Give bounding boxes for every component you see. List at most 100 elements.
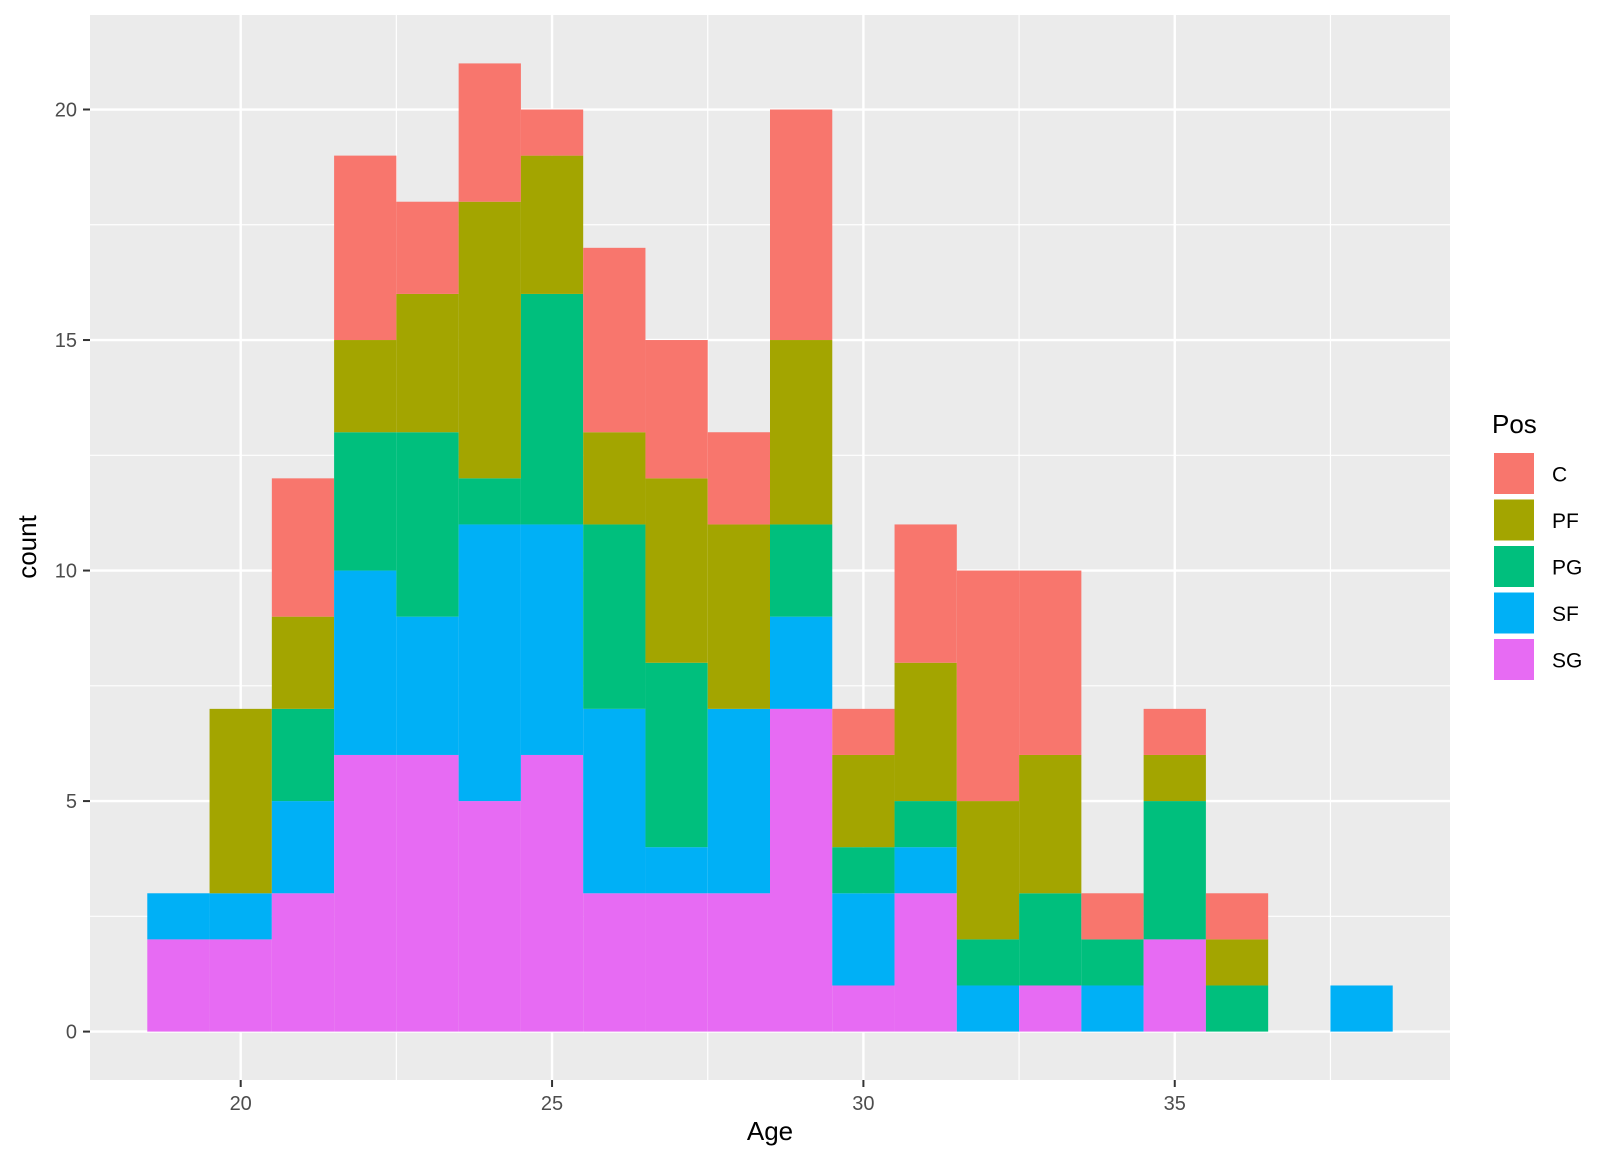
y-tick-label: 20	[55, 100, 77, 122]
bar-sg-age-24	[458, 801, 521, 1032]
legend-key-sg	[1492, 637, 1536, 682]
bar-sg-age-20	[209, 939, 272, 1032]
legend-label-pf: PF	[1552, 510, 1579, 533]
bar-pf-age-26	[583, 432, 646, 525]
bar-pf-age-33	[1019, 754, 1082, 894]
bar-c-age-29	[770, 109, 833, 341]
x-tick-label: 25	[541, 1093, 563, 1115]
y-tick-label: 10	[55, 561, 77, 583]
x-axis: 20 25 30 35	[230, 1080, 1186, 1115]
bar-pg-age-23	[396, 432, 459, 617]
legend-title: Pos	[1492, 409, 1537, 439]
bar-sf-age-30	[832, 893, 895, 986]
bar-c-age-33	[1019, 570, 1082, 755]
y-tick-label: 15	[55, 330, 77, 352]
bar-sg-age-23	[396, 754, 459, 1032]
legend-key-sf	[1492, 590, 1536, 636]
y-axis: 0 5 10 15 20	[55, 100, 90, 1044]
bar-sg-age-33	[1019, 985, 1082, 1032]
bar-pf-age-22	[334, 340, 397, 433]
bar-sg-age-19	[147, 939, 210, 1032]
bar-pg-age-24	[458, 478, 521, 525]
legend: Pos C PF PG SF SG	[1492, 409, 1582, 682]
y-tick-label: 0	[66, 1022, 77, 1044]
bar-pg-age-26	[583, 524, 646, 709]
bar-pf-age-27	[645, 478, 708, 663]
bar-c-age-32	[956, 570, 1020, 802]
bar-c-age-36	[1205, 893, 1269, 940]
bar-pf-age-28	[707, 524, 770, 709]
bar-pg-age-25	[520, 293, 584, 525]
legend-key-pf	[1492, 497, 1536, 543]
bar-c-age-30	[832, 708, 895, 755]
legend-key-pg	[1492, 544, 1536, 589]
x-tick-label: 35	[1164, 1093, 1186, 1115]
bar-c-age-28	[707, 432, 770, 525]
bar-sg-age-22	[334, 754, 397, 1032]
bar-sf-age-23	[396, 616, 459, 755]
bar-pf-age-35	[1143, 754, 1206, 802]
bar-pg-age-31	[894, 801, 957, 848]
x-tick-label: 30	[852, 1093, 874, 1115]
bar-c-age-26	[583, 247, 646, 433]
x-axis-title: Age	[747, 1116, 793, 1146]
bar-sf-age-28	[707, 708, 770, 894]
bar-pf-age-32	[956, 801, 1020, 940]
bar-pg-age-22	[334, 432, 397, 571]
x-tick-label: 20	[230, 1093, 252, 1115]
bar-pf-age-21	[271, 616, 335, 709]
bar-sf-age-32	[956, 985, 1020, 1032]
bar-sf-age-20	[209, 893, 272, 940]
bar-sf-age-26	[583, 708, 646, 894]
bar-pf-age-29	[770, 340, 833, 525]
bar-sg-age-26	[583, 893, 646, 1032]
bar-c-age-35	[1143, 708, 1206, 755]
bar-pg-age-29	[770, 524, 833, 617]
bar-c-age-27	[645, 340, 708, 479]
bar-sg-age-29	[770, 708, 833, 1032]
bar-pg-age-34	[1081, 939, 1144, 986]
bar-pf-age-25	[520, 155, 584, 294]
bar-c-age-31	[894, 524, 957, 663]
bar-pg-age-33	[1019, 893, 1082, 986]
bar-sf-age-38	[1330, 985, 1393, 1032]
legend-label-sg: SG	[1552, 650, 1582, 673]
bar-c-age-34	[1081, 893, 1144, 940]
legend-key-c	[1492, 451, 1536, 496]
bar-sf-age-31	[894, 847, 957, 894]
bar-sf-age-19	[147, 893, 210, 940]
bar-c-age-25	[520, 109, 584, 156]
bar-pf-age-36	[1205, 939, 1269, 986]
bar-sg-age-28	[707, 893, 770, 1032]
legend-label-sf: SF	[1552, 603, 1579, 626]
bar-sg-age-21	[271, 893, 335, 1032]
bar-pg-age-35	[1143, 801, 1206, 940]
bar-pg-age-30	[832, 847, 895, 894]
bar-sf-age-29	[770, 616, 833, 709]
bar-pf-age-24	[458, 201, 521, 479]
bar-sg-age-30	[832, 985, 895, 1032]
bar-pf-age-23	[396, 293, 459, 433]
bar-sf-age-21	[271, 801, 335, 894]
bar-sf-age-22	[334, 570, 397, 755]
bar-sg-age-27	[645, 893, 708, 1032]
bar-c-age-23	[396, 201, 459, 294]
legend-label-c: C	[1552, 464, 1567, 487]
bar-sf-age-24	[458, 524, 521, 802]
bar-pg-age-27	[645, 662, 708, 848]
bar-c-age-21	[271, 478, 335, 617]
y-tick-label: 5	[66, 791, 77, 813]
bar-pg-age-36	[1205, 985, 1269, 1032]
bar-sf-age-27	[645, 847, 708, 894]
bar-sg-age-35	[1143, 939, 1206, 1032]
bar-pg-age-21	[271, 708, 335, 802]
bar-sg-age-25	[520, 754, 584, 1032]
bar-pf-age-30	[832, 754, 895, 848]
bar-pf-age-31	[894, 662, 957, 802]
legend-label-pg: PG	[1552, 557, 1582, 580]
bar-c-age-22	[334, 155, 397, 341]
bar-sg-age-31	[894, 893, 957, 1032]
bars-layer	[147, 63, 1393, 1032]
bar-sf-age-25	[520, 524, 584, 755]
